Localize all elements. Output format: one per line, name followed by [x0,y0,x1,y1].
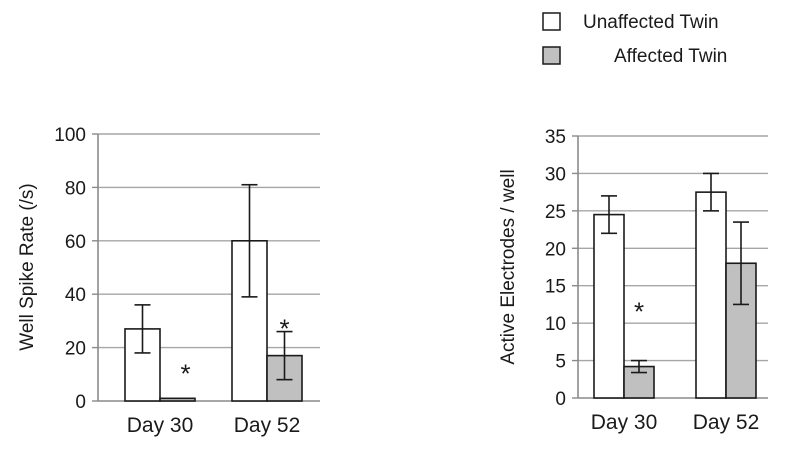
significance-marker: * [279,314,289,344]
y-tick-label: 20 [65,339,86,360]
y-tick-label: 15 [545,277,566,298]
x-category-label: Day 30 [127,414,194,437]
y-tick-label: 30 [545,164,566,185]
y-tick-label: 60 [65,232,86,253]
y-tick-label: 80 [65,178,86,199]
y-tick-label: 0 [75,392,86,413]
error-bar [134,304,151,354]
legend-label-unaffected: Unaffected Twin [583,12,719,33]
y-axis-label: Active Electrodes / well [498,169,519,364]
legend: Unaffected Twin Affected Twin [542,12,727,67]
x-category-label: Day 52 [234,414,301,437]
legend-swatch-unaffected [542,12,561,31]
bar-unaffected [124,328,161,402]
chart-spike-rate: Well Spike Rate (/s) 0 20 40 60 80 100 Day 30 D… [17,125,320,437]
x-category-label: Day 52 [693,411,760,434]
y-axis-label: Well Spike Rate (/s) [17,183,38,351]
y-tick-label: 5 [555,352,566,373]
error-bar [241,183,258,298]
bar-affected [159,397,196,402]
x-category-label: Day 30 [591,411,658,434]
y-tick-label: 20 [545,239,566,260]
y-tick-label: 100 [54,125,86,146]
bar-unaffected [593,213,625,399]
error-bar [733,221,749,306]
y-tick-label: 0 [555,389,566,410]
error-bar [276,330,293,381]
legend-label-affected: Affected Twin [614,46,727,67]
legend-swatch-affected [542,46,561,65]
y-tick-label: 25 [545,202,566,223]
chart-active-electrodes: Active Electrodes / well 0 5 10 15 20 25 30 35 D… [498,127,768,434]
y-tick-label: 10 [545,314,566,335]
significance-marker: * [180,358,190,388]
error-bar [703,172,719,212]
bar-unaffected [695,191,727,399]
error-bar [601,195,617,235]
y-tick-label: 40 [65,285,86,306]
significance-marker: * [634,297,644,327]
y-tick-label: 35 [545,127,566,148]
error-bar [631,359,647,374]
